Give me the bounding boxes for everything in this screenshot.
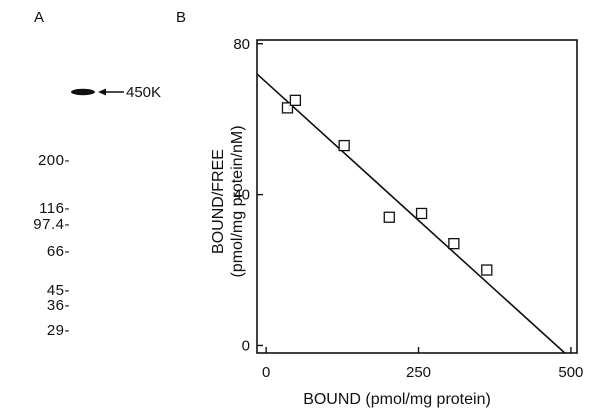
data-point bbox=[289, 94, 302, 106]
gel-band-size-label: 450K bbox=[126, 84, 162, 101]
plot-frame bbox=[256, 39, 578, 354]
x-tick-label: 0 bbox=[262, 364, 270, 381]
y-axis-label-line2: (pmol/mg protein/nM) bbox=[229, 125, 246, 277]
data-point bbox=[383, 211, 395, 223]
band-arrow-icon bbox=[98, 88, 124, 96]
y-axis-label-line1: BOUND/FREE bbox=[210, 149, 227, 254]
data-point bbox=[415, 207, 428, 220]
y-tick-label: 40 bbox=[233, 187, 250, 204]
gel-marker-label: 29- bbox=[46, 322, 70, 339]
data-point bbox=[338, 139, 350, 152]
data-point bbox=[481, 264, 493, 276]
gel-marker-label: 97.4- bbox=[33, 216, 70, 233]
gel-band bbox=[71, 88, 95, 96]
gel-marker-label: 200- bbox=[37, 152, 70, 169]
panel-b-label: B bbox=[176, 9, 187, 26]
gel-marker-label: 36- bbox=[46, 297, 70, 314]
x-axis-label: BOUND (pmol/mg protein) bbox=[303, 391, 491, 408]
y-tick-label: 80 bbox=[233, 36, 250, 53]
gel-marker-label: 66- bbox=[46, 243, 70, 260]
x-tick-label: 500 bbox=[558, 364, 583, 381]
gel-marker-label: 116- bbox=[39, 200, 70, 217]
panel-a-label: A bbox=[34, 9, 45, 26]
data-point bbox=[448, 237, 460, 250]
data-point bbox=[281, 102, 294, 114]
fit-line bbox=[256, 73, 566, 354]
x-tick-label: 250 bbox=[406, 364, 431, 381]
gel-marker-label: 45- bbox=[46, 282, 70, 299]
y-tick-label: 0 bbox=[242, 337, 250, 354]
